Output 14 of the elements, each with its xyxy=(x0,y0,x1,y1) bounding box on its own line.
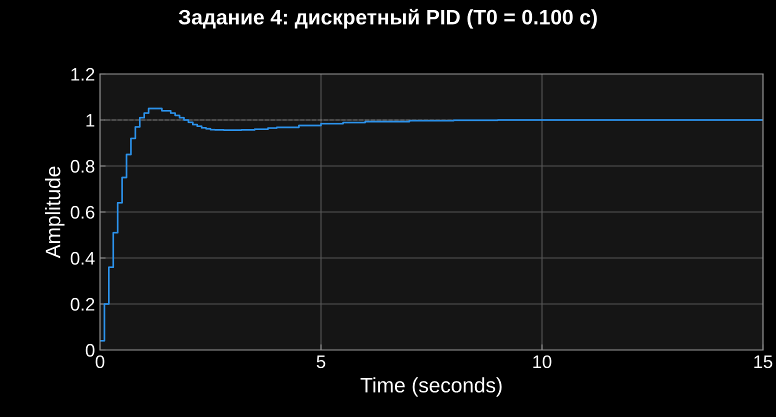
x-axis-title: Time (seconds) xyxy=(360,377,502,397)
y-tick-label: 0.2 xyxy=(70,298,94,311)
y-tick-label: 0.8 xyxy=(70,160,94,173)
y-tick-label: 1.2 xyxy=(71,68,94,81)
x-tick-label: 15 xyxy=(754,356,772,368)
y-tick-label: 1 xyxy=(86,114,94,127)
y-tick-label: 0 xyxy=(86,344,94,357)
y-tick-label: 0.6 xyxy=(70,206,94,219)
x-tick-label: 10 xyxy=(533,355,552,368)
x-tick-label: 0 xyxy=(96,355,104,368)
x-tick-label: 5 xyxy=(316,356,326,368)
y-tick-label: 0.4 xyxy=(70,252,95,265)
y-axis-title: Amplitude xyxy=(45,166,64,258)
chart-title: Задание 4: дискретный PID (T0 = 0.100 с) xyxy=(178,8,597,29)
